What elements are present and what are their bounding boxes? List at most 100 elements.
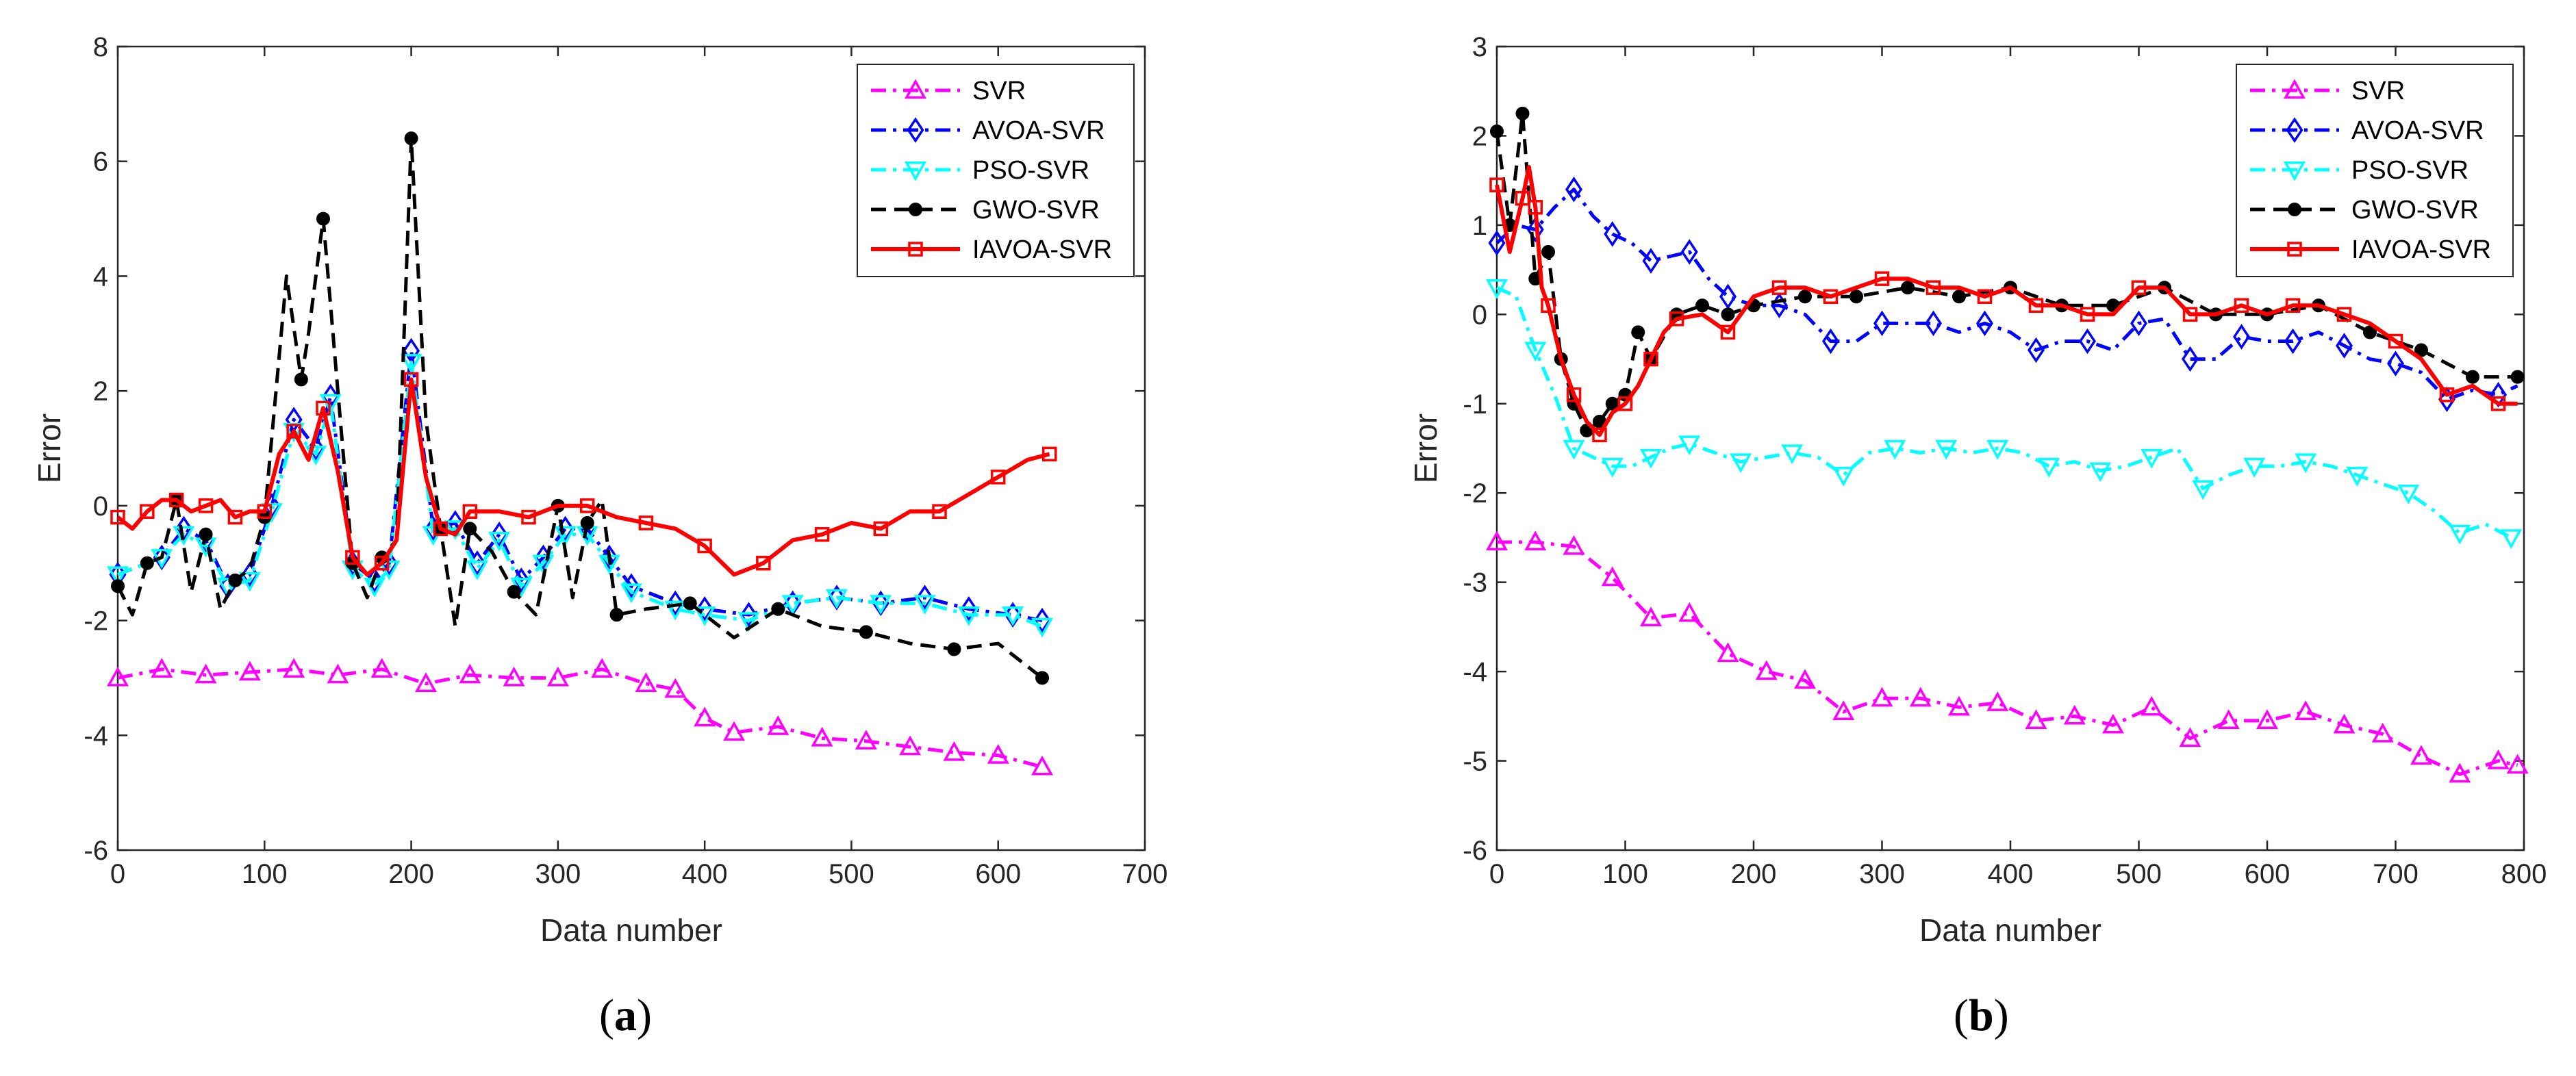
data-point-svr <box>855 730 877 750</box>
data-point-svr <box>635 672 657 692</box>
data-point-gwo-svr <box>859 625 873 639</box>
data-point-svr <box>1601 566 1624 587</box>
data-point-avoa-svr <box>1565 176 1583 203</box>
legend-marker <box>2288 203 2301 216</box>
data-point-pso-svr <box>1730 453 1752 474</box>
data-point-avoa-svr <box>960 596 978 622</box>
data-point-pso-svr <box>2449 524 2471 545</box>
data-point-gwo-svr <box>2363 325 2377 340</box>
data-point-svr <box>370 658 393 678</box>
data-point-svr <box>767 715 790 735</box>
data-point-svr <box>943 741 965 761</box>
data-point-pso-svr <box>1935 439 1958 460</box>
legend-marker <box>2287 242 2302 257</box>
data-point-svr <box>1948 695 1970 716</box>
legend-label: IAVOA-SVR <box>2351 235 2491 264</box>
legend-marker <box>2286 117 2303 143</box>
data-point-pso-svr <box>173 526 195 546</box>
data-point-iavoa-svr <box>756 555 771 571</box>
data-point-gwo-svr <box>1952 290 1966 304</box>
data-point-avoa-svr <box>1488 230 1506 256</box>
data-point-gwo-svr <box>228 573 242 587</box>
data-point-pso-svr <box>2295 453 2317 474</box>
legend-label: PSO-SVR <box>2351 156 2468 185</box>
x-tick-label: 500 <box>829 859 874 889</box>
y-axis-label-b: Error <box>1408 413 1443 483</box>
series-line-iavoa-svr <box>116 377 1050 577</box>
data-point-avoa-svr <box>2130 310 2148 337</box>
data-point-iavoa-svr <box>1515 191 1530 206</box>
data-point-svr <box>2371 722 2394 743</box>
data-point-gwo-svr <box>140 556 154 570</box>
legend-marker <box>2284 161 2306 181</box>
data-point-gwo-svr <box>199 527 213 541</box>
data-point-svr <box>2141 695 2163 716</box>
data-point-pso-svr <box>2346 466 2369 487</box>
legend-marker <box>909 203 922 216</box>
data-point-pso-svr <box>2192 480 2214 500</box>
data-point-pso-svr <box>319 394 342 414</box>
legend-marker <box>2284 79 2306 99</box>
data-point-pso-svr <box>466 560 488 580</box>
data-point-pso-svr <box>2500 529 2523 550</box>
data-point-svr <box>2449 763 2471 783</box>
data-point-iavoa-svr <box>814 527 830 542</box>
x-tick-label: 300 <box>535 859 581 889</box>
data-point-avoa-svr <box>2284 328 2302 355</box>
data-point-svr <box>2506 754 2529 774</box>
data-point-pso-svr <box>2038 457 2060 478</box>
x-axis-label-a: Data number <box>540 912 722 948</box>
data-point-gwo-svr <box>404 131 418 146</box>
data-point-iavoa-svr <box>1925 280 1941 295</box>
data-point-iavoa-svr <box>110 509 125 525</box>
data-point-svr <box>415 672 437 692</box>
y-tick-label: -3 <box>1463 568 1487 598</box>
data-point-avoa-svr <box>740 602 757 628</box>
data-point-avoa-svr <box>2386 350 2405 376</box>
data-point-svr <box>811 726 833 747</box>
data-point-iavoa-svr <box>1669 311 1684 326</box>
data-point-gwo-svr <box>1631 325 1645 340</box>
data-point-pso-svr <box>870 595 892 615</box>
chart-panel-a: 0 100 200 300 400 500 600 700 -6 -4 -2 0 2 4 6 8 Data n… <box>31 32 1167 948</box>
y-tick-label: 4 <box>93 261 108 292</box>
legend-marker <box>907 117 924 143</box>
x-tick-label: 100 <box>242 859 288 889</box>
data-point-svr <box>194 663 217 684</box>
panel-label-b: (b) <box>1954 990 2009 1040</box>
data-point-avoa-svr <box>666 590 684 617</box>
data-point-gwo-svr <box>1515 106 1530 120</box>
data-point-svr <box>2102 713 2124 734</box>
data-point-gwo-svr <box>316 212 330 226</box>
data-point-svr <box>546 666 569 687</box>
data-point-pso-svr <box>1781 444 1804 465</box>
data-point-avoa-svr <box>1924 310 1943 337</box>
data-point-iavoa-svr <box>1528 200 1543 215</box>
y-tick-label: 8 <box>93 32 108 62</box>
legend-label: AVOA-SVR <box>972 116 1105 145</box>
legend-label: GWO-SVR <box>972 196 1100 225</box>
data-point-pso-svr <box>1524 342 1547 362</box>
data-point-pso-svr <box>2141 448 2163 469</box>
y-tick-label: -4 <box>84 721 108 751</box>
data-point-svr <box>2063 704 2086 725</box>
data-point-iavoa-svr <box>2131 280 2147 295</box>
data-point-iavoa-svr <box>1566 387 1582 402</box>
data-point-gwo-svr <box>683 596 697 611</box>
data-point-pso-svr <box>1832 466 1855 487</box>
data-point-iavoa-svr <box>990 470 1006 485</box>
data-point-iavoa-svr <box>2234 298 2249 313</box>
data-point-iavoa-svr <box>198 498 214 513</box>
data-point-pso-svr <box>1601 457 1624 478</box>
data-point-avoa-svr <box>2232 324 2251 350</box>
data-point-avoa-svr <box>1680 239 1698 265</box>
data-point-pso-svr <box>694 606 716 626</box>
data-point-gwo-svr <box>947 642 961 656</box>
data-point-iavoa-svr <box>286 424 301 439</box>
data-point-iavoa-svr <box>168 492 184 508</box>
x-tick-label: 0 <box>110 859 125 889</box>
x-tick-label: 300 <box>1859 859 1905 889</box>
data-point-avoa-svr <box>2335 333 2353 359</box>
data-point-svr <box>238 661 261 681</box>
data-point-iavoa-svr <box>1541 298 1556 313</box>
